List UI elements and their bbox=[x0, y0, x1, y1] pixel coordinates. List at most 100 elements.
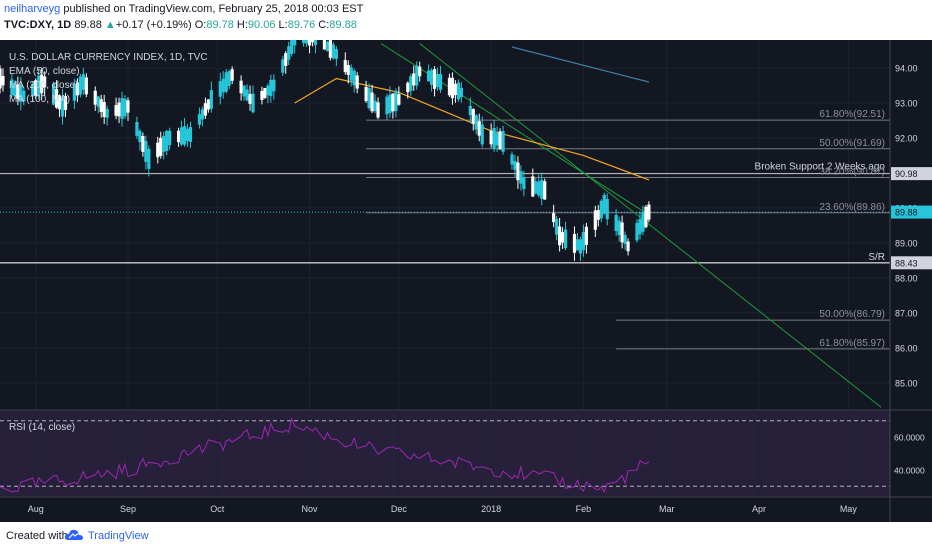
candle-body bbox=[552, 213, 556, 223]
candle-body bbox=[412, 73, 416, 86]
sr-price-label-box bbox=[891, 256, 932, 270]
candle-body bbox=[614, 214, 618, 232]
candle-body bbox=[406, 82, 410, 93]
candle-body bbox=[96, 96, 100, 107]
candle-body bbox=[10, 79, 14, 96]
candle-body bbox=[34, 80, 38, 96]
author-link[interactable]: neilharveyg bbox=[4, 3, 61, 15]
candle-body bbox=[75, 82, 79, 96]
symbol-label[interactable]: TVC:DXY, 1D bbox=[4, 19, 72, 31]
price-tick-label: 93.00 bbox=[895, 98, 918, 108]
candle-body bbox=[63, 95, 68, 110]
channel-upper-line bbox=[380, 43, 650, 216]
time-tick-label: Feb bbox=[576, 504, 592, 514]
candle-body bbox=[349, 67, 353, 81]
candle-body bbox=[626, 241, 630, 252]
candle-body bbox=[218, 81, 222, 97]
candle-body bbox=[81, 74, 85, 90]
candle-body bbox=[22, 90, 26, 102]
tradingview-cloud-icon[interactable] bbox=[64, 528, 84, 542]
candle-body bbox=[159, 137, 163, 157]
candle-body bbox=[31, 83, 35, 97]
candle-body bbox=[605, 198, 609, 220]
candle-body bbox=[287, 46, 291, 60]
candle-body bbox=[418, 66, 422, 77]
candle-body bbox=[435, 73, 440, 87]
candle-body bbox=[471, 109, 475, 124]
candle-body bbox=[290, 40, 294, 54]
candle-body bbox=[84, 77, 88, 95]
candle-body bbox=[581, 232, 586, 251]
candle-body bbox=[510, 154, 514, 165]
candle-body bbox=[352, 70, 356, 86]
candle-body bbox=[450, 77, 455, 99]
sr-label: S/R bbox=[868, 252, 885, 263]
candle-body bbox=[531, 176, 535, 197]
fib-label: 61.80%(92.51) bbox=[819, 109, 885, 120]
price-chart[interactable]: Broken Support 2 Weeks ago S/R 61.80%(92.5… bbox=[0, 40, 932, 522]
price-tick-label: 88.00 bbox=[895, 273, 918, 283]
candle-body bbox=[93, 90, 97, 105]
created-with-label: Created with bbox=[6, 530, 68, 542]
candle-body bbox=[415, 65, 419, 86]
candle-body bbox=[120, 98, 124, 119]
candle-body bbox=[572, 233, 577, 253]
candle-body bbox=[182, 126, 187, 145]
candle-body bbox=[156, 142, 160, 158]
candle-body bbox=[197, 114, 202, 125]
candle-body bbox=[209, 90, 213, 109]
time-tick-label: Mar bbox=[659, 504, 675, 514]
candle-body bbox=[248, 94, 252, 104]
candle-body bbox=[123, 98, 127, 117]
candle-body bbox=[313, 40, 318, 46]
candle-body bbox=[644, 206, 648, 228]
candle-body bbox=[102, 102, 106, 117]
candle-body bbox=[501, 131, 505, 152]
candle-body bbox=[78, 76, 82, 95]
candle-body bbox=[495, 133, 499, 146]
candle-body bbox=[557, 226, 562, 246]
open-value: 89.78 bbox=[206, 19, 234, 31]
candle-body bbox=[385, 96, 389, 115]
sr-price-label: 88.43 bbox=[895, 258, 918, 268]
ma100-line bbox=[511, 46, 650, 83]
time-tick-label: Sep bbox=[120, 504, 136, 514]
candle-body bbox=[37, 75, 41, 97]
time-tick-label: May bbox=[840, 504, 858, 514]
tradingview-link[interactable]: TradingView bbox=[88, 530, 149, 542]
candle-body bbox=[1, 75, 5, 86]
candle-body bbox=[188, 126, 193, 142]
candle-body bbox=[239, 80, 243, 94]
candle-body bbox=[54, 88, 59, 108]
time-tick-label: 2018 bbox=[481, 504, 501, 514]
candle-body bbox=[519, 171, 523, 184]
candle-body bbox=[99, 99, 103, 112]
fib-label: 61.80%(85.97) bbox=[819, 338, 885, 349]
candle-body bbox=[185, 128, 190, 142]
price-change: +0.17 (+0.19%) bbox=[115, 19, 192, 31]
moving-averages bbox=[294, 46, 650, 181]
candle-body bbox=[60, 96, 65, 117]
candle-body bbox=[307, 40, 312, 46]
candle-body bbox=[260, 90, 264, 100]
candles bbox=[0, 40, 651, 261]
time-tick-label: Oct bbox=[210, 504, 225, 514]
rsi-tick-label: 60.0000 bbox=[894, 433, 925, 443]
rsi-pane bbox=[0, 416, 890, 493]
candle-body bbox=[168, 130, 172, 146]
candle-body bbox=[620, 222, 624, 243]
candle-body bbox=[498, 131, 502, 150]
price-tick-label: 85.00 bbox=[895, 378, 918, 388]
candle-body bbox=[534, 181, 538, 194]
candle-body bbox=[138, 130, 142, 143]
candle-body bbox=[560, 232, 565, 243]
candle-body bbox=[200, 109, 205, 120]
candle-body bbox=[617, 220, 621, 236]
candle-body bbox=[647, 204, 651, 220]
candle-body bbox=[438, 74, 443, 90]
open-label: O: bbox=[194, 19, 207, 31]
candle-body bbox=[242, 85, 246, 97]
close-value: 89.88 bbox=[329, 19, 357, 31]
rsi-tick-label: 40.0000 bbox=[894, 465, 925, 475]
candle-body bbox=[430, 70, 434, 85]
